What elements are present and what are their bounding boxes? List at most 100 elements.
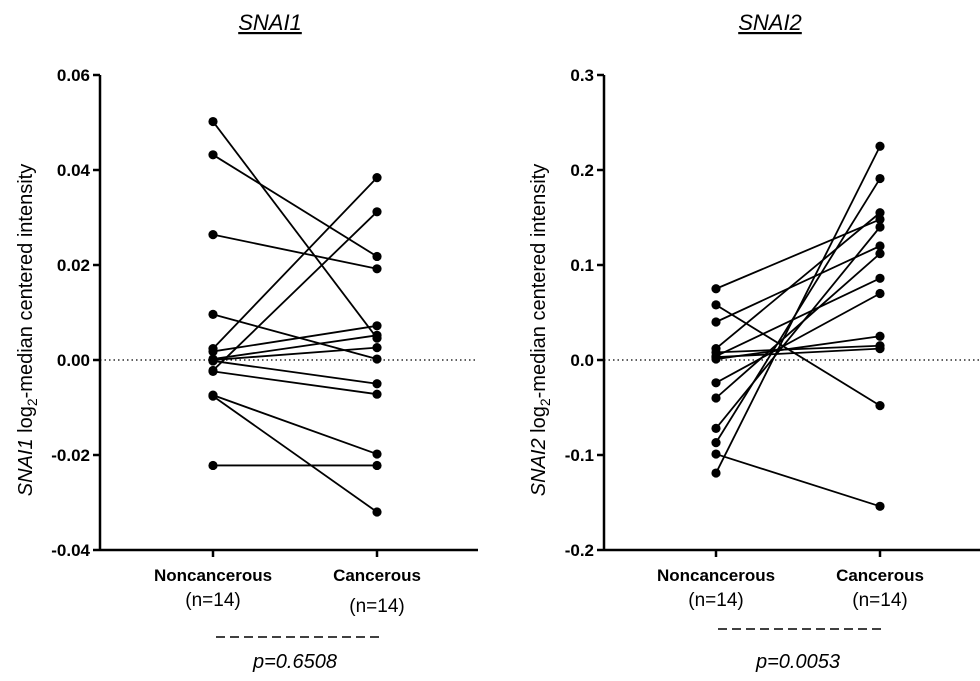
noncancerous-point (711, 468, 721, 478)
pair-line (212, 176, 378, 350)
noncancerous-point (711, 393, 721, 403)
cancerous-point (372, 207, 382, 217)
cancerous-point (875, 173, 885, 184)
pair-line (715, 226, 881, 429)
cancerous-point (372, 449, 382, 459)
cancerous-point (372, 507, 382, 517)
pair-line (715, 304, 881, 407)
x-category-n: (n=14) (349, 596, 404, 617)
cancerous-point (875, 141, 885, 151)
pair-line (212, 211, 378, 372)
cancerous-point (372, 330, 382, 340)
pair-line (212, 395, 378, 513)
x-category-label: Noncancerous (154, 566, 272, 585)
noncancerous-point (208, 346, 218, 357)
noncancerous-point (711, 438, 721, 448)
y-tick-label: -0.2 (565, 541, 594, 560)
noncancerous-point (208, 230, 218, 240)
cancerous-point (372, 251, 382, 262)
y-tick-label: 0.1 (570, 256, 594, 275)
pair-line (212, 121, 378, 339)
pair-line (212, 324, 378, 353)
noncancerous-point (711, 284, 721, 294)
chart-panel-snai2: SNAI2 SNAI2 log2-median centered intensi… (528, 10, 980, 673)
y-tick-label: 0.2 (570, 161, 594, 180)
y-tick-label: -0.04 (51, 541, 90, 560)
y-tick-label: 0.3 (570, 66, 594, 85)
pair-line (715, 347, 881, 359)
y-tick-label: 0.0 (570, 351, 594, 370)
cancerous-point (372, 343, 382, 353)
chart-panel-snai1: SNAI1 SNAI1 log2-median centered intensi… (15, 10, 478, 673)
pair-line (715, 344, 881, 354)
pair-line (212, 394, 378, 455)
noncancerous-point (208, 150, 218, 160)
x-category-n: (n=14) (185, 590, 240, 611)
pair-line (212, 360, 378, 385)
pair-line (715, 245, 881, 323)
cancerous-point (875, 401, 885, 411)
data-marks (208, 116, 382, 517)
cancerous-point (875, 214, 885, 224)
pair-line (715, 277, 881, 358)
noncancerous-point (711, 423, 721, 433)
axes: -0.2 -0.1 0.0 0.1 0.2 0.3 (565, 66, 980, 560)
noncancerous-point (711, 317, 721, 327)
noncancerous-point (208, 116, 218, 127)
pair-line (212, 154, 378, 258)
cancerous-point (372, 321, 382, 331)
cancerous-point (875, 273, 885, 283)
noncancerous-point (711, 300, 721, 310)
x-category-label: Cancerous (836, 566, 924, 585)
y-tick-label: -0.02 (51, 446, 90, 465)
y-axis-label: SNAI1 log2-median centered intensity (15, 164, 40, 496)
noncancerous-point (711, 352, 721, 362)
p-value-label: p=0.6508 (252, 651, 337, 673)
cancerous-point (372, 460, 382, 471)
cancerous-point (372, 379, 382, 389)
y-tick-label: 0.02 (57, 256, 90, 275)
cancerous-point (875, 249, 885, 259)
pair-line (212, 370, 378, 396)
cancerous-point (372, 354, 382, 364)
noncancerous-point (208, 366, 218, 376)
chart-title: SNAI1 (238, 10, 302, 35)
cancerous-point (875, 222, 885, 232)
pair-line (715, 212, 881, 350)
cancerous-point (372, 173, 382, 183)
noncancerous-point (208, 460, 218, 471)
pair-line (715, 252, 881, 399)
data-marks (711, 141, 885, 511)
y-tick-label: -0.1 (565, 446, 594, 465)
cancerous-point (875, 501, 885, 511)
pair-line (715, 292, 881, 384)
x-category-n: (n=14) (852, 590, 907, 611)
noncancerous-point (711, 378, 721, 388)
pair-line (715, 145, 881, 474)
y-tick-label: 0.04 (57, 161, 91, 180)
cancerous-point (875, 241, 885, 251)
pair-line (715, 453, 881, 508)
chart-title: SNAI2 (738, 10, 802, 35)
y-tick-label: 0.06 (57, 66, 90, 85)
noncancerous-point (711, 449, 721, 459)
axes: -0.04 -0.02 0.00 0.02 0.04 0.06 (51, 66, 478, 560)
p-value-label: p=0.0053 (755, 651, 840, 673)
x-category-n: (n=14) (688, 590, 743, 611)
pair-line (212, 346, 378, 361)
noncancerous-point (208, 355, 218, 365)
pair-line (212, 313, 378, 360)
pair-line (212, 233, 378, 270)
cancerous-point (875, 288, 885, 299)
x-category-label: Cancerous (333, 566, 421, 585)
pair-line (212, 334, 378, 360)
noncancerous-point (208, 309, 218, 319)
x-category-label: Noncancerous (657, 566, 775, 585)
y-tick-label: 0.00 (57, 351, 90, 370)
noncancerous-point (208, 391, 218, 401)
y-axis-label: SNAI2 log2-median centered intensity (528, 164, 553, 496)
cancerous-point (372, 264, 382, 274)
pair-line (715, 218, 881, 290)
cancerous-point (875, 208, 885, 218)
